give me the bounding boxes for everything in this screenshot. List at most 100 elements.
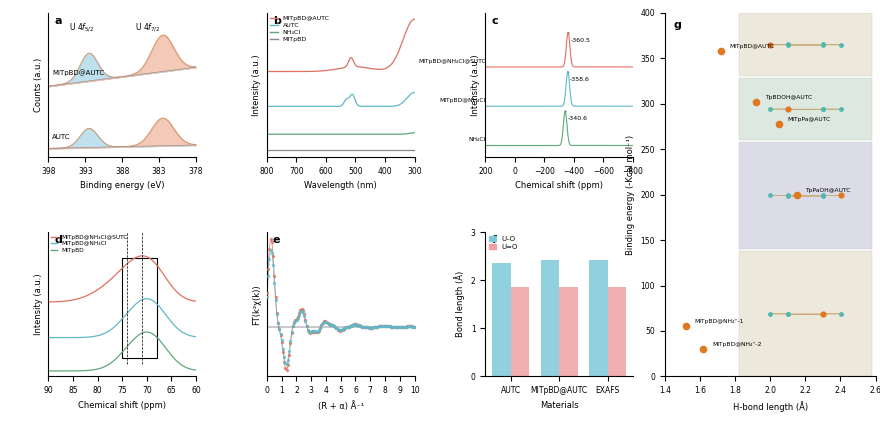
Point xyxy=(834,192,848,199)
Point xyxy=(781,192,795,199)
Point xyxy=(331,326,345,333)
Point xyxy=(349,321,363,327)
Point xyxy=(352,322,366,329)
Point xyxy=(402,323,416,330)
Bar xyxy=(510,288,529,376)
Point xyxy=(331,326,345,332)
Text: MITpBD@NH₄⁺-2: MITpBD@NH₄⁺-2 xyxy=(712,342,762,347)
X-axis label: Materials: Materials xyxy=(540,401,578,410)
Point xyxy=(380,323,394,330)
Point xyxy=(364,324,378,331)
Point xyxy=(277,358,291,365)
Point xyxy=(329,324,343,331)
Point xyxy=(696,346,710,353)
Point xyxy=(375,323,389,330)
Point xyxy=(296,309,310,316)
Legend: MITpBD@AUTC, AUTC, NH₄Cl, MITpBD: MITpBD@AUTC, AUTC, NH₄Cl, MITpBD xyxy=(270,16,329,42)
Point xyxy=(816,310,830,317)
Point xyxy=(816,192,830,199)
Point xyxy=(401,323,415,330)
Point xyxy=(816,41,830,48)
Point xyxy=(348,321,362,327)
Point xyxy=(834,310,848,317)
Point xyxy=(341,324,355,330)
Point xyxy=(399,323,413,330)
Point xyxy=(307,328,321,335)
X-axis label: (R + α) Å⁻¹: (R + α) Å⁻¹ xyxy=(318,401,363,411)
Point xyxy=(367,324,381,331)
Point xyxy=(404,323,418,330)
Point xyxy=(377,323,391,330)
Point xyxy=(312,327,326,334)
Point xyxy=(749,99,763,105)
Point xyxy=(386,323,400,330)
Point xyxy=(319,319,334,326)
Point xyxy=(816,310,830,317)
Point xyxy=(350,321,364,328)
Point xyxy=(270,309,284,316)
Point xyxy=(274,332,288,338)
Point xyxy=(287,319,301,326)
Point xyxy=(317,319,331,325)
Point xyxy=(291,315,305,321)
Point xyxy=(385,323,400,330)
Point xyxy=(392,323,407,330)
Point xyxy=(290,316,304,322)
Point xyxy=(292,312,306,319)
Point xyxy=(381,323,395,330)
Point xyxy=(363,324,377,331)
Point xyxy=(369,324,383,330)
Point xyxy=(763,41,777,48)
Point xyxy=(302,328,316,335)
Point xyxy=(322,321,336,327)
Point xyxy=(396,323,410,330)
Point xyxy=(264,236,278,242)
Point xyxy=(387,324,401,330)
Point xyxy=(387,323,401,330)
Point xyxy=(383,323,397,330)
Point xyxy=(343,323,357,330)
Y-axis label: Intensity (a.u.): Intensity (a.u.) xyxy=(471,54,480,115)
Point xyxy=(298,316,312,323)
Point xyxy=(348,321,362,328)
Point xyxy=(399,323,413,330)
Point xyxy=(278,365,292,372)
Point xyxy=(302,329,316,336)
Point xyxy=(338,324,352,331)
Point xyxy=(299,322,313,329)
Point xyxy=(816,192,830,199)
Bar xyxy=(559,288,577,376)
Point xyxy=(261,273,275,280)
Point xyxy=(297,313,312,319)
Point xyxy=(368,324,382,330)
Point xyxy=(354,323,368,330)
Point xyxy=(353,322,367,329)
Point xyxy=(284,329,298,335)
Text: U 4$f_{5/2}$: U 4$f_{5/2}$ xyxy=(69,22,94,34)
Point xyxy=(380,323,394,330)
Point xyxy=(346,321,360,328)
Point xyxy=(266,261,280,268)
Point xyxy=(281,361,295,368)
Text: MITpBD@NH₄⁺-1: MITpBD@NH₄⁺-1 xyxy=(694,319,744,324)
Point xyxy=(383,323,397,330)
Text: TpBDOH@AUTC: TpBDOH@AUTC xyxy=(765,95,812,100)
Point xyxy=(816,310,830,317)
Point xyxy=(329,325,343,332)
Point xyxy=(363,324,377,331)
Point xyxy=(275,339,289,346)
Point xyxy=(277,354,291,360)
Point xyxy=(276,349,290,355)
Point xyxy=(326,322,340,329)
Point xyxy=(379,323,393,330)
Point xyxy=(310,329,324,336)
Point xyxy=(312,327,326,333)
Point xyxy=(394,323,408,330)
X-axis label: Chemical shift (ppm): Chemical shift (ppm) xyxy=(78,401,166,410)
Point xyxy=(333,327,347,334)
FancyBboxPatch shape xyxy=(738,13,872,77)
Point xyxy=(390,323,404,330)
X-axis label: Chemical shift (ppm): Chemical shift (ppm) xyxy=(515,181,603,190)
Point xyxy=(282,348,297,354)
Point xyxy=(319,318,333,324)
